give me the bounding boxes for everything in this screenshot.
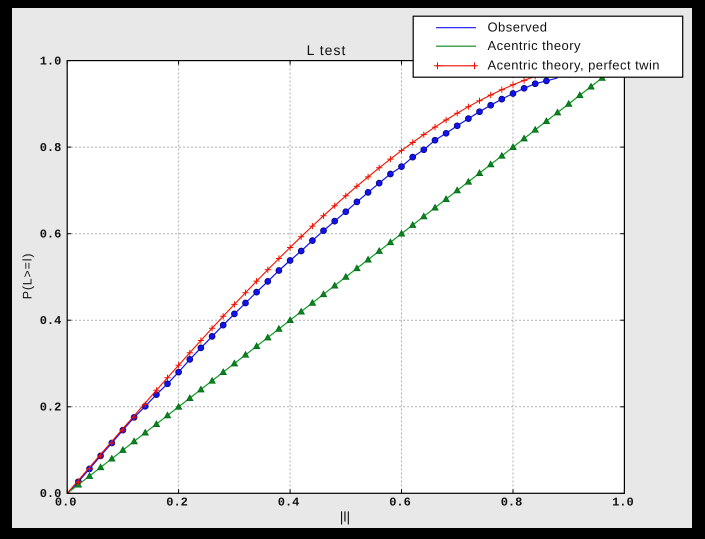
svg-text:0.4: 0.4 (40, 314, 62, 328)
svg-text:L test: L test (307, 42, 347, 58)
svg-text:0.8: 0.8 (501, 496, 523, 510)
svg-text:Acentric theory, perfect twin: Acentric theory, perfect twin (488, 58, 660, 73)
svg-text:0.2: 0.2 (166, 496, 188, 510)
svg-text:Acentric theory: Acentric theory (488, 38, 582, 53)
svg-text:0.8: 0.8 (40, 141, 62, 155)
svg-text:1.0: 1.0 (40, 55, 62, 69)
svg-text:0.6: 0.6 (40, 228, 62, 242)
svg-text:0.6: 0.6 (389, 496, 411, 510)
svg-text:1.0: 1.0 (612, 496, 634, 510)
svg-text:Observed: Observed (488, 20, 548, 35)
svg-text:|l|: |l| (340, 509, 350, 525)
svg-text:0.0: 0.0 (40, 487, 62, 501)
svg-text:0.4: 0.4 (278, 496, 300, 510)
svg-text:0.2: 0.2 (40, 401, 62, 415)
svg-text:0.0: 0.0 (55, 496, 77, 510)
svg-text:P(L>=l): P(L>=l) (21, 253, 35, 300)
